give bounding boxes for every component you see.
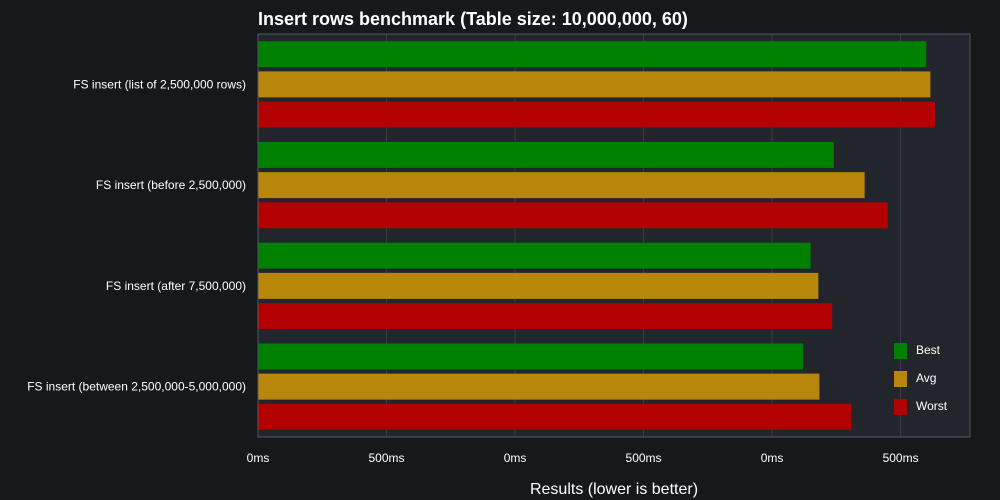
legend-swatch-avg xyxy=(894,371,907,387)
y-tick-label: FS insert (between 2,500,000-5,000,000) xyxy=(27,380,246,394)
bar-avg xyxy=(258,172,865,199)
legend: Best Avg Worst xyxy=(894,343,948,415)
bar-worst xyxy=(258,202,888,229)
bar-worst xyxy=(258,101,936,128)
bars xyxy=(258,41,936,430)
legend-label: Worst xyxy=(916,399,948,413)
bar-worst xyxy=(258,403,852,430)
chart-title: Insert rows benchmark (Table size: 10,00… xyxy=(258,9,688,29)
bar-best xyxy=(258,141,834,168)
y-axis-labels: FS insert (list of 2,500,000 rows) FS ins… xyxy=(27,77,246,393)
x-tick-label: 0ms xyxy=(504,451,527,465)
plot-border xyxy=(257,33,971,438)
legend-swatch-worst xyxy=(894,399,907,415)
x-tick-label: 0ms xyxy=(247,451,270,465)
bar-best xyxy=(258,242,811,269)
bar-worst xyxy=(258,303,833,330)
legend-label: Best xyxy=(916,343,941,357)
x-tick-label: 0ms xyxy=(761,451,784,465)
plot-area xyxy=(258,34,970,437)
x-tick-label: 500ms xyxy=(626,451,662,465)
legend-swatch-best xyxy=(894,343,907,359)
x-axis-labels: 0ms 500ms 0ms 500ms 0ms 500ms xyxy=(247,451,919,465)
legend-label: Avg xyxy=(916,371,936,385)
bar-avg xyxy=(258,373,820,400)
x-axis-title: Results (lower is better) xyxy=(530,481,698,498)
y-tick-label: FS insert (before 2,500,000) xyxy=(96,178,246,192)
bar-best xyxy=(258,41,927,68)
x-tick-label: 500ms xyxy=(369,451,405,465)
y-tick-label: FS insert (after 7,500,000) xyxy=(106,279,246,293)
grid xyxy=(386,34,902,437)
bar-avg xyxy=(258,71,931,98)
y-tick-label: FS insert (list of 2,500,000 rows) xyxy=(73,77,246,91)
x-tick-label: 500ms xyxy=(883,451,919,465)
bar-best xyxy=(258,343,803,370)
bar-avg xyxy=(258,272,819,299)
